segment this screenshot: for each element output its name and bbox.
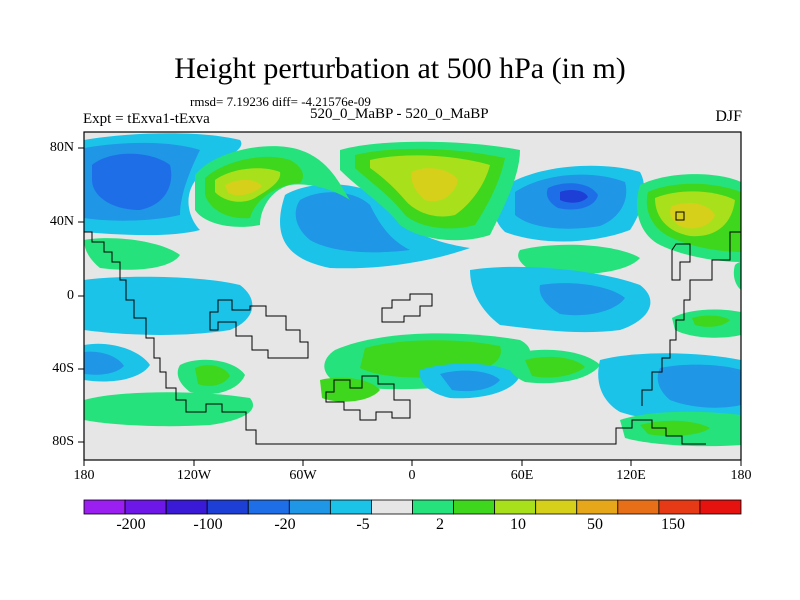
colorbar-swatch	[535, 499, 578, 515]
colorbar-swatch	[206, 499, 249, 515]
colorbar-label: 50	[587, 516, 603, 533]
colorbar-label: -200	[116, 516, 146, 533]
colorbar	[83, 499, 742, 515]
lon-label-0: 0	[408, 468, 416, 483]
colorbar-swatch	[617, 499, 660, 515]
lat-label-0: 0	[67, 288, 74, 303]
lon-label-120w: 120W	[176, 468, 212, 483]
colorbar-label: 10	[510, 516, 526, 533]
stats-label: rmsd= 7.19236 diff= -4.21576e-09	[190, 94, 371, 109]
contour-blue	[657, 364, 741, 408]
contour-blue	[295, 192, 410, 253]
colorbar-swatch	[288, 499, 331, 515]
colorbar-swatch	[494, 499, 537, 515]
contour-green	[692, 315, 730, 327]
colorbar-label: 2	[436, 516, 444, 533]
coastline-islands	[671, 243, 691, 281]
lon-label-60e: 60E	[510, 468, 534, 483]
lon-label-120e: 120E	[616, 468, 646, 483]
contour-green	[84, 392, 254, 427]
contour-green	[84, 238, 180, 270]
coastline-antarctic-shelf	[325, 375, 411, 421]
contour-yellow	[411, 168, 458, 202]
colorbar-label: -100	[193, 516, 223, 533]
lon-label-180w: 180	[73, 468, 95, 483]
contour-blue	[440, 370, 500, 392]
contour-blue	[560, 189, 588, 203]
contour-yellow	[670, 203, 715, 229]
map-title: Height perturbation at 500 hPa (in m)	[174, 52, 626, 85]
coastline-block	[209, 299, 309, 359]
lat-label-80n: 80N	[49, 140, 74, 155]
lon-label-60w: 60W	[289, 468, 317, 483]
colorbar-swatch	[412, 499, 454, 515]
coastline-africa	[381, 293, 433, 323]
colorbar-swatch	[165, 499, 208, 515]
coastline-box	[675, 211, 685, 221]
colorbar-label: -20	[274, 516, 296, 533]
colorbar-swatch	[329, 499, 372, 515]
coastline-west	[84, 231, 706, 445]
contour-green	[733, 262, 741, 290]
axis-ticks	[78, 147, 742, 466]
colorbar-swatch	[124, 499, 167, 515]
colorbar-swatch	[247, 499, 290, 515]
lat-label-40s: 40S	[52, 361, 74, 376]
contour-blue	[84, 276, 253, 335]
coastline-east	[641, 231, 741, 406]
period-label: 520_0_MaBP - 520_0_MaBP	[310, 106, 489, 122]
contour-yellow	[225, 179, 262, 196]
colorbar-swatch	[576, 499, 619, 515]
colorbar-label: -5	[356, 516, 370, 533]
coastlines	[84, 211, 741, 445]
contour-blue	[84, 351, 124, 375]
experiment-label: Expt = tExva1-tExva	[83, 111, 210, 127]
colorbar-swatch	[83, 499, 126, 515]
contour-blue	[539, 283, 625, 316]
contour-green	[640, 420, 710, 436]
contour-green	[525, 356, 585, 378]
colorbar-swatch	[699, 499, 742, 515]
contour-green	[195, 365, 230, 386]
colorbar-swatch	[371, 499, 413, 515]
season-label: DJF	[715, 108, 742, 125]
lon-label-180e: 180	[730, 468, 752, 483]
colorbar-label: 150	[661, 516, 685, 533]
lat-label-40n: 40N	[49, 214, 74, 229]
colorbar-swatch	[453, 499, 496, 515]
contour-blue	[92, 153, 172, 210]
contour-field	[84, 132, 741, 460]
lat-label-80s: 80S	[52, 434, 74, 449]
contour-green	[320, 377, 380, 402]
contour-green	[518, 244, 640, 275]
colorbar-swatch	[658, 499, 701, 515]
